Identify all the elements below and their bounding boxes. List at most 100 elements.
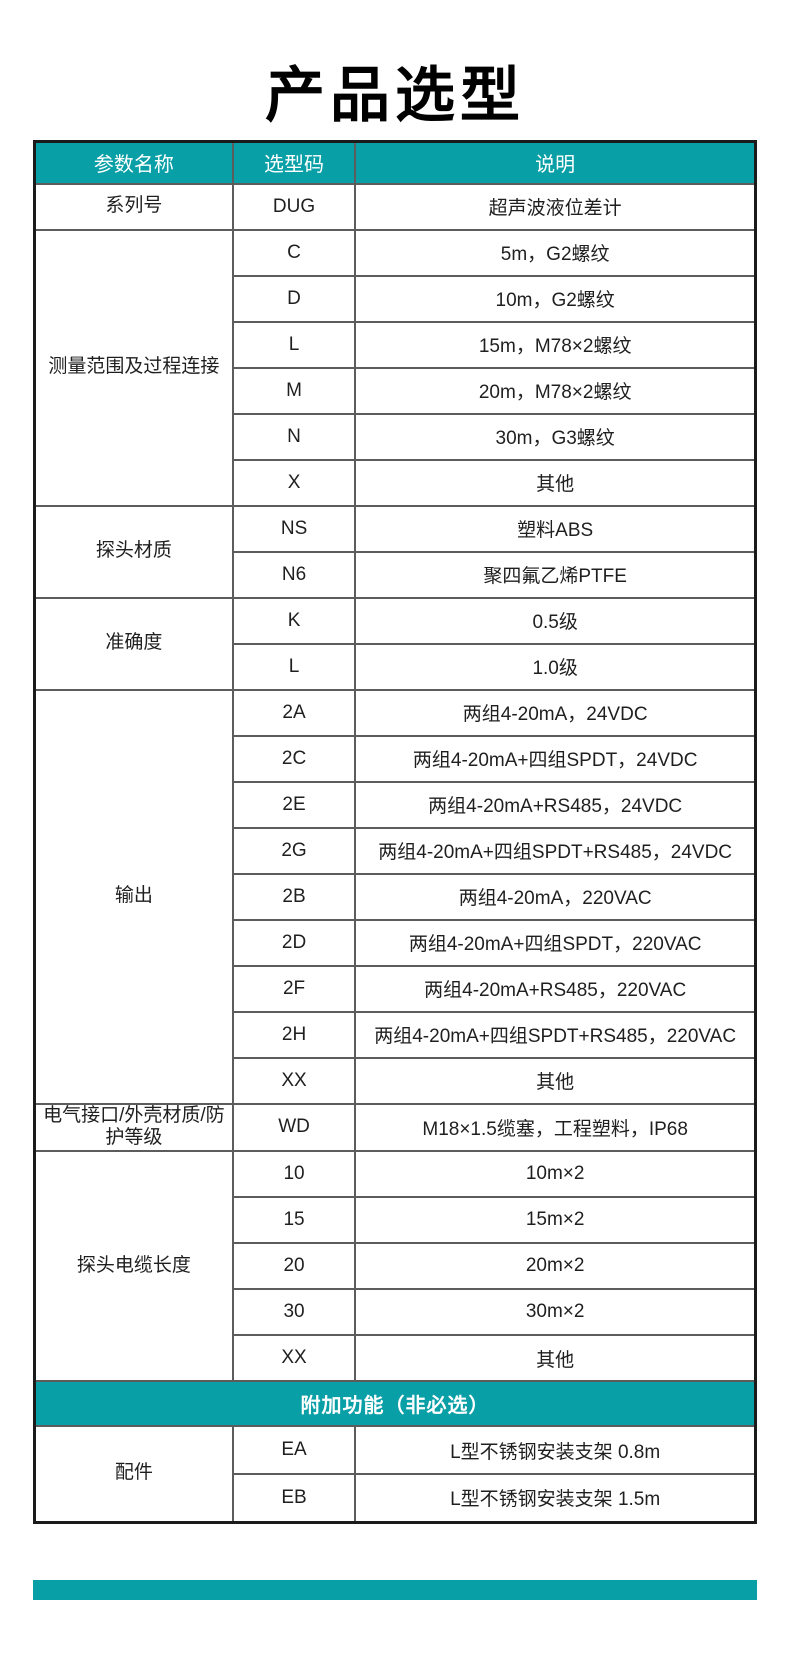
table-row: 探头电缆长度 10 10m×2 — [33, 1150, 757, 1383]
desc-cell: 两组4-20mA，220VAC — [354, 872, 757, 921]
table-row: 20 20m×2 — [35, 1242, 757, 1291]
desc-cell: L型不锈钢安装支架 0.8m — [354, 1425, 757, 1476]
optional-features-band-label: 附加功能（非必选） — [33, 1380, 757, 1428]
code-cell: 2F — [231, 964, 357, 1013]
desc-cell: 0.5级 — [354, 596, 757, 645]
table-row: XX 其他 — [35, 1056, 757, 1105]
footer-accent-bar — [33, 1579, 757, 1600]
header-description: 说明 — [354, 140, 757, 185]
code-cell: NS — [231, 504, 357, 553]
table-row: 2H 两组4-20mA+四组SPDT+RS485，220VAC — [35, 1010, 757, 1059]
desc-cell: 超声波液位差计 — [354, 182, 757, 231]
table-row: 2E 两组4-20mA+RS485，24VDC — [35, 780, 757, 829]
desc-cell: 30m，G3螺纹 — [354, 412, 757, 461]
table-row: 2F 两组4-20mA+RS485，220VAC — [35, 964, 757, 1013]
code-cell: 2A — [231, 688, 357, 737]
param-cell: 准确度 — [33, 596, 234, 691]
page: 产品选型 参数名称 选型码 说明 系列号 DUG 超声波液位差计 测量范围及过程连接 C… — [0, 40, 790, 1600]
table-row: 电气接口/外壳材质/防护等级 WD M18×1.5缆塞，工程塑料，IP68 — [33, 1102, 757, 1153]
code-cell: WD — [231, 1102, 357, 1153]
param-cell: 探头材质 — [33, 504, 234, 599]
table-row: 测量范围及过程连接 C 5m，G2螺纹 — [33, 228, 757, 507]
desc-cell: 两组4-20mA，24VDC — [354, 688, 757, 737]
code-cell: N — [231, 412, 357, 461]
desc-cell: 30m×2 — [354, 1288, 757, 1337]
code-cell: 30 — [231, 1288, 357, 1337]
optional-features-band: 附加功能（非必选） — [33, 1380, 757, 1428]
table-row: L 1.0级 — [35, 642, 757, 691]
desc-cell: 15m×2 — [354, 1196, 757, 1245]
desc-cell: 两组4-20mA+四组SPDT，24VDC — [354, 734, 757, 783]
param-cell: 测量范围及过程连接 — [33, 228, 234, 507]
desc-cell: 15m，M78×2螺纹 — [354, 320, 757, 369]
code-cell: D — [231, 274, 357, 323]
desc-cell: L型不锈钢安装支架 1.5m — [354, 1473, 757, 1524]
param-cell: 电气接口/外壳材质/防护等级 — [33, 1102, 234, 1153]
table-row: 输出 2A 两组4-20mA，24VDC — [33, 688, 757, 1105]
table-row: N6 聚四氟乙烯PTFE — [35, 550, 757, 599]
desc-cell: 塑料ABS — [354, 504, 757, 553]
table-row: M 20m，M78×2螺纹 — [35, 366, 757, 415]
param-cell: 系列号 — [33, 182, 234, 231]
code-cell: L — [231, 320, 357, 369]
desc-cell: 两组4-20mA+RS485，24VDC — [354, 780, 757, 829]
page-title: 产品选型 — [265, 61, 525, 129]
code-cell: 20 — [231, 1242, 357, 1291]
desc-cell: 其他 — [354, 458, 757, 507]
desc-cell: 聚四氟乙烯PTFE — [354, 550, 757, 599]
code-cell: 2G — [231, 826, 357, 875]
desc-cell: 20m×2 — [354, 1242, 757, 1291]
param-cell: 探头电缆长度 — [33, 1150, 234, 1383]
code-cell: 2B — [231, 872, 357, 921]
table-row: X 其他 — [35, 458, 757, 507]
desc-cell: 两组4-20mA+四组SPDT+RS485，220VAC — [354, 1010, 757, 1059]
table-row: 2G 两组4-20mA+四组SPDT+RS485，24VDC — [35, 826, 757, 875]
code-cell: XX — [231, 1056, 357, 1105]
desc-cell: 其他 — [354, 1334, 757, 1383]
code-cell: 2C — [231, 734, 357, 783]
code-cell: EB — [231, 1473, 357, 1524]
table-row: D 10m，G2螺纹 — [35, 274, 757, 323]
code-cell: EA — [231, 1425, 357, 1476]
product-selection-table: 参数名称 选型码 说明 系列号 DUG 超声波液位差计 测量范围及过程连接 C 5m，G2… — [33, 140, 757, 1524]
table-row: N 30m，G3螺纹 — [35, 412, 757, 461]
code-cell: L — [231, 642, 357, 691]
desc-cell: 两组4-20mA+四组SPDT，220VAC — [354, 918, 757, 967]
table-row: 配件 EA L型不锈钢安装支架 0.8m — [33, 1425, 757, 1524]
code-cell: XX — [231, 1334, 357, 1383]
code-cell: 2H — [231, 1010, 357, 1059]
param-cell: 配件 — [33, 1425, 234, 1524]
desc-cell: 20m，M78×2螺纹 — [354, 366, 757, 415]
code-cell: 2E — [231, 780, 357, 829]
code-cell: 2D — [231, 918, 357, 967]
table-row: 系列号 DUG 超声波液位差计 — [33, 182, 757, 231]
table-row: L 15m，M78×2螺纹 — [35, 320, 757, 369]
desc-cell: 10m，G2螺纹 — [354, 274, 757, 323]
desc-cell: 其他 — [354, 1056, 757, 1105]
code-cell: K — [231, 596, 357, 645]
code-cell: 10 — [231, 1150, 357, 1199]
desc-cell: 1.0级 — [354, 642, 757, 691]
param-cell: 输出 — [33, 688, 234, 1105]
desc-cell: 两组4-20mA+RS485，220VAC — [354, 964, 757, 1013]
table-row: 2C 两组4-20mA+四组SPDT，24VDC — [35, 734, 757, 783]
header-param-name: 参数名称 — [33, 140, 234, 185]
table-row: 15 15m×2 — [35, 1196, 757, 1245]
table-row: XX 其他 — [35, 1334, 757, 1383]
desc-cell: 10m×2 — [354, 1150, 757, 1199]
desc-cell: 两组4-20mA+四组SPDT+RS485，24VDC — [354, 826, 757, 875]
code-cell: X — [231, 458, 357, 507]
code-cell: 15 — [231, 1196, 357, 1245]
table-row: 30 30m×2 — [35, 1288, 757, 1337]
table-row: 2D 两组4-20mA+四组SPDT，220VAC — [35, 918, 757, 967]
table-row: EB L型不锈钢安装支架 1.5m — [35, 1473, 757, 1524]
desc-cell: 5m，G2螺纹 — [354, 228, 757, 277]
table-row: 准确度 K 0.5级 — [33, 596, 757, 691]
code-cell: M — [231, 366, 357, 415]
table-row: 探头材质 NS 塑料ABS — [33, 504, 757, 599]
code-cell: N6 — [231, 550, 357, 599]
desc-cell: M18×1.5缆塞，工程塑料，IP68 — [354, 1102, 757, 1153]
code-cell: C — [231, 228, 357, 277]
table-header-row: 参数名称 选型码 说明 — [33, 140, 757, 185]
table-row: 2B 两组4-20mA，220VAC — [35, 872, 757, 921]
